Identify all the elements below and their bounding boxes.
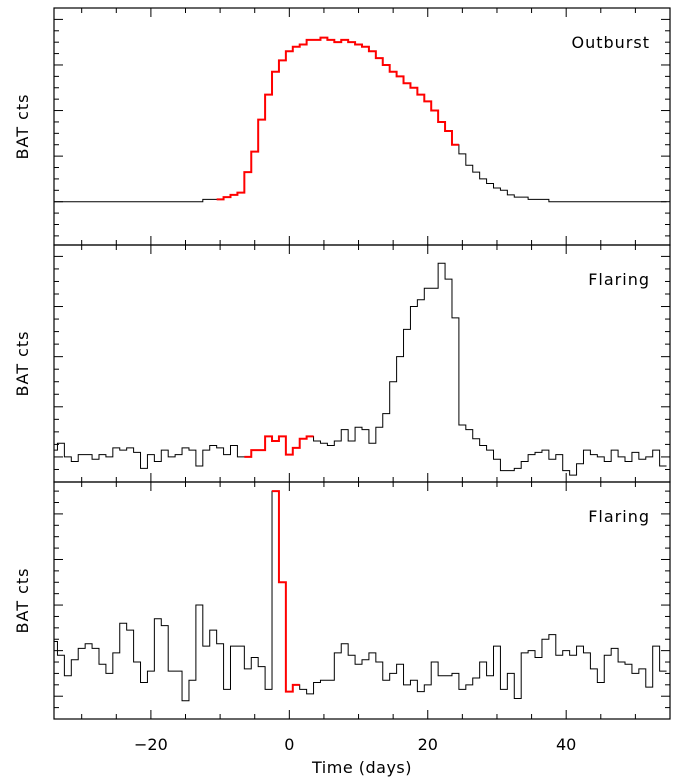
lightcurve-series [54, 490, 667, 702]
highlighted-segment [272, 490, 300, 693]
panel-2: Flaring BAT cts [13, 244, 671, 483]
panel-frame [53, 244, 671, 483]
x-axis-label: Time (days) [311, 758, 412, 777]
x-tick-label: 20 [418, 735, 438, 754]
x-tick-label: 0 [284, 735, 294, 754]
panel-label: Flaring [588, 270, 650, 289]
panel-1: Outburst BAT cts [13, 7, 671, 246]
x-tick-label: −20 [134, 735, 168, 754]
highlighted-segment [216, 36, 459, 201]
panel-label: Flaring [588, 507, 650, 526]
x-tick-label: 40 [556, 735, 576, 754]
panel-frame [53, 481, 671, 720]
lightcurve-series [54, 37, 667, 203]
y-axis-label: BAT cts [13, 331, 32, 397]
panel-label: Outburst [572, 33, 651, 52]
highlighted-segment [244, 435, 314, 458]
y-axis-label: BAT cts [13, 94, 32, 160]
y-axis-label: BAT cts [13, 568, 32, 634]
lightcurve-series [54, 262, 667, 476]
panel-3: Flaring BAT cts [13, 481, 671, 720]
